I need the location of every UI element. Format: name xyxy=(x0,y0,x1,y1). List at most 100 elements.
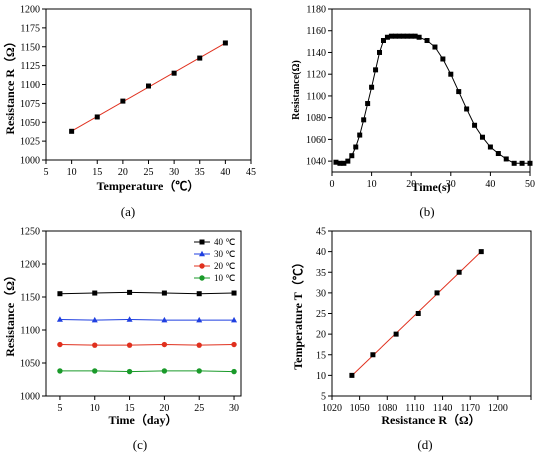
data-point xyxy=(57,368,63,374)
y-tick-label: 1120 xyxy=(306,70,326,81)
y-tick-label: 45 xyxy=(316,227,326,238)
data-point xyxy=(456,269,462,275)
y-tick-label: 5 xyxy=(321,392,326,403)
data-point xyxy=(196,342,202,348)
legend-entry: 30 ℃ xyxy=(214,249,235,259)
data-point xyxy=(479,134,485,140)
data-point xyxy=(126,342,133,348)
data-point xyxy=(353,144,359,150)
x-tick-label: 30 xyxy=(169,167,179,178)
series-line-1 xyxy=(59,318,235,321)
y-tick-label: 1050 xyxy=(20,359,40,370)
x-tick-label: 30 xyxy=(229,403,239,414)
data-point xyxy=(392,33,398,39)
data-point xyxy=(464,106,470,112)
data-point xyxy=(373,67,379,73)
x-tick-label: 35 xyxy=(195,167,205,178)
data-point xyxy=(337,160,343,166)
data-point xyxy=(222,40,228,46)
x-tick-label: 1080 xyxy=(377,403,397,414)
legend-entry: 20 ℃ xyxy=(214,261,235,271)
data-point xyxy=(365,101,371,107)
y-tick-label: 1125 xyxy=(20,61,40,72)
y-tick-label: 25 xyxy=(316,309,326,320)
y-tick-label: 1025 xyxy=(20,137,40,148)
data-point xyxy=(161,316,168,323)
y-tick-label: 1060 xyxy=(306,135,326,146)
y-tick-label: 1075 xyxy=(20,99,40,110)
data-point xyxy=(341,160,347,166)
x-tick-label: 1110 xyxy=(405,403,424,414)
x-tick-label: 50 xyxy=(525,179,535,190)
x-tick-label: 30 xyxy=(446,179,456,190)
data-point xyxy=(424,38,430,44)
x-tick-label: 20 xyxy=(118,167,128,178)
y-tick-label: 1150 xyxy=(20,42,40,53)
data-point xyxy=(126,316,133,322)
x-tick-label: 1200 xyxy=(488,403,508,414)
y-axis-label: Resistance（Ω） xyxy=(2,269,17,357)
data-point xyxy=(384,34,390,40)
x-axis-label: Time（day） xyxy=(108,412,177,427)
x-tick-label: 10 xyxy=(367,179,377,190)
data-point xyxy=(69,128,75,134)
data-point xyxy=(511,160,517,166)
data-point xyxy=(415,311,421,316)
data-point xyxy=(171,70,177,76)
data-point xyxy=(120,98,126,104)
legend-entry: 10 ℃ xyxy=(214,273,235,283)
y-tick-label: 1000 xyxy=(20,156,40,167)
chart-panel-2: 5 10 15 20 25 30 1000 1050 1100 1150 1200 1250 Time（… xyxy=(2,227,242,452)
data-point xyxy=(412,33,418,39)
chart-panel-0: 5 10 15 20 25 30 35 40 45 1000 1025 1050 1075 1100 112… xyxy=(2,5,256,220)
x-tick-label: 1020 xyxy=(322,403,342,414)
x-tick-label: 10 xyxy=(90,403,100,414)
legend-marker xyxy=(199,250,205,257)
data-point xyxy=(503,156,509,162)
x-tick-label: 5 xyxy=(44,167,49,178)
data-point xyxy=(57,341,63,348)
y-axis-label: Temperature T（℃） xyxy=(290,256,305,369)
x-tick-label: 1170 xyxy=(460,403,480,414)
x-tick-label: 20 xyxy=(159,403,169,414)
y-tick-label: 1180 xyxy=(306,5,326,16)
data-point xyxy=(416,34,422,40)
panel-label: (c) xyxy=(133,437,147,452)
x-tick-label: 5 xyxy=(57,403,62,414)
y-tick-label: 1200 xyxy=(20,260,40,271)
data-point xyxy=(369,84,375,90)
data-point xyxy=(197,55,203,61)
y-tick-label: 35 xyxy=(316,268,326,279)
y-tick-label: 1250 xyxy=(20,227,40,238)
data-point xyxy=(487,144,493,150)
data-point xyxy=(231,368,237,375)
data-point xyxy=(377,49,383,55)
panel-label: (d) xyxy=(417,437,432,452)
plot-frame xyxy=(331,230,532,397)
chart-panel-3: 1020 1050 1080 1110 1140 1170 1200 5 10 15 20 25 30 3… xyxy=(290,227,532,452)
data-point xyxy=(196,291,202,297)
y-tick-label: 10 xyxy=(316,371,326,382)
data-point xyxy=(408,33,414,39)
legend-marker xyxy=(199,239,205,245)
series-line-0 xyxy=(59,291,235,295)
y-tick-label: 1160 xyxy=(306,26,326,37)
data-point xyxy=(94,114,100,120)
y-tick-label: 15 xyxy=(316,350,326,361)
x-tick-label: 10 xyxy=(67,167,77,178)
y-tick-label: 1140 xyxy=(306,48,326,59)
data-point xyxy=(146,83,151,89)
data-point xyxy=(440,56,446,62)
data-point xyxy=(231,341,237,348)
data-point xyxy=(161,368,168,374)
data-point xyxy=(231,316,238,323)
data-point xyxy=(400,33,406,39)
y-tick-label: 1100 xyxy=(306,91,326,102)
legend-marker xyxy=(199,263,205,269)
data-point xyxy=(126,368,133,375)
series-line-2 xyxy=(59,344,235,346)
x-tick-label: 20 xyxy=(406,179,416,190)
x-axis-label: Resistance R（Ω） xyxy=(381,412,480,427)
data-point xyxy=(349,153,355,159)
data-point xyxy=(456,89,462,95)
